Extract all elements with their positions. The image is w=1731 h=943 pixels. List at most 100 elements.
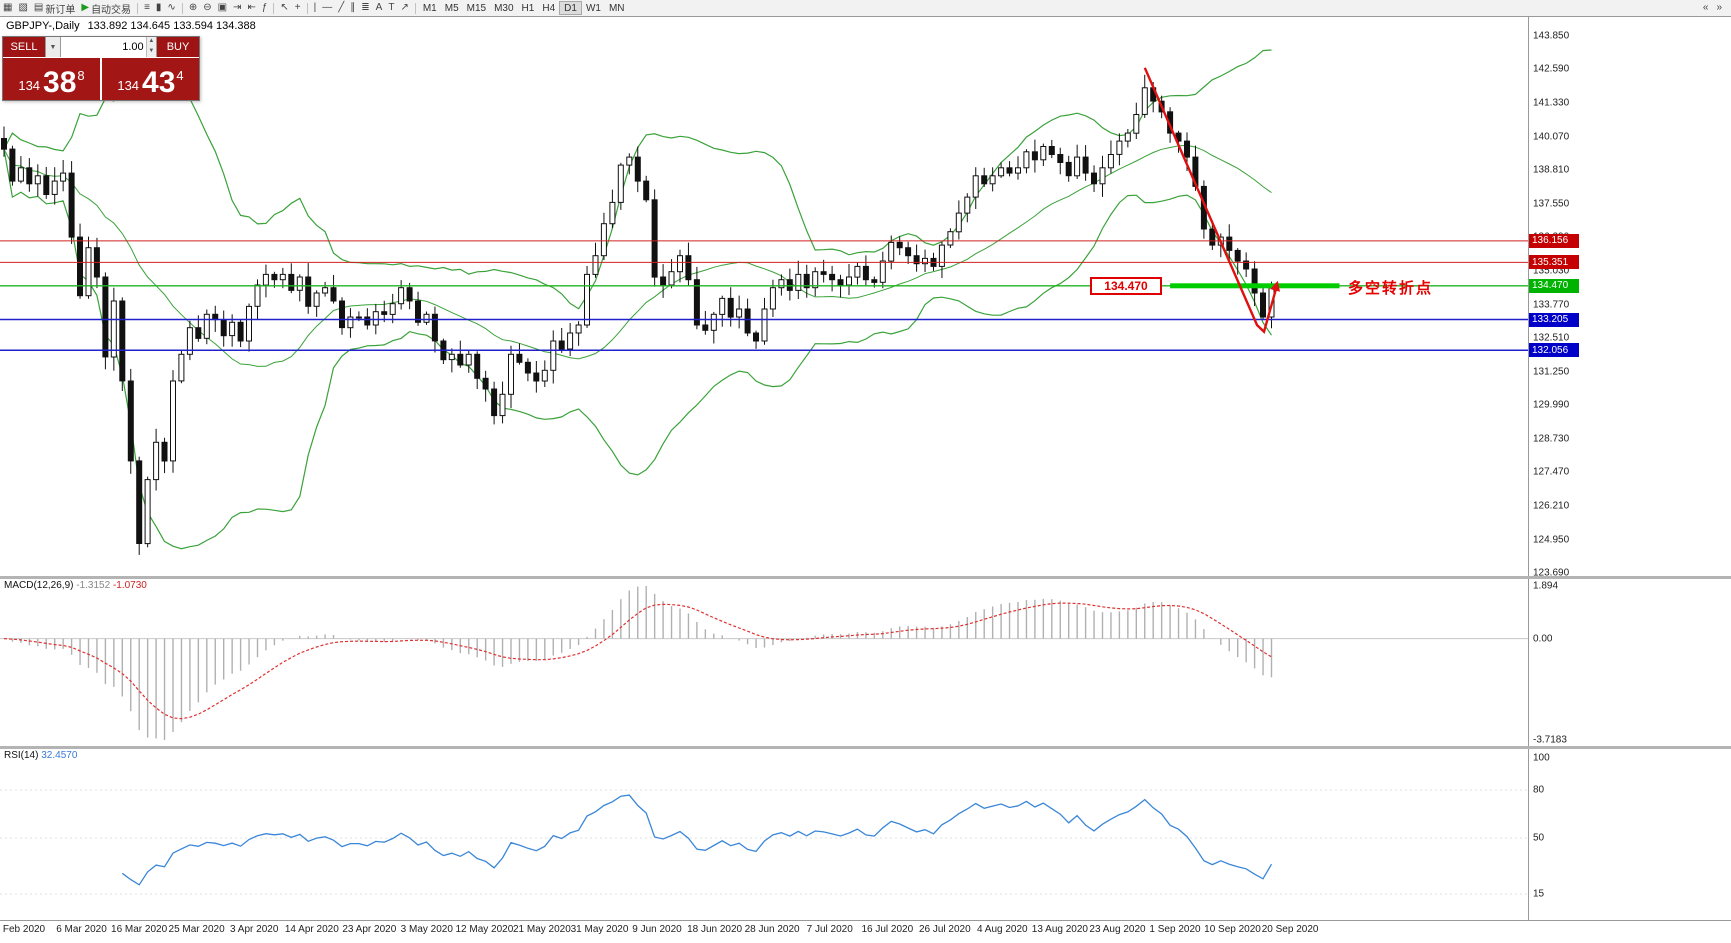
chart-line-button[interactable]: ∿ bbox=[164, 1, 178, 15]
chart-candlesticks-button[interactable]: ▮ bbox=[153, 1, 165, 15]
toolbar-scroll-left-button[interactable]: « bbox=[1700, 1, 1712, 15]
candle-body bbox=[34, 175, 41, 185]
buy-price-button[interactable]: 134 43 4 bbox=[102, 58, 199, 100]
price-axis-label: 140.070 bbox=[1533, 131, 1570, 143]
volume-up-button[interactable]: ▲ bbox=[146, 37, 156, 47]
trendline-tool-button[interactable]: ╱ bbox=[335, 1, 347, 15]
sell-price-button[interactable]: 134 38 8 bbox=[3, 58, 100, 100]
candle-body bbox=[575, 324, 582, 334]
timeframe-m15-button[interactable]: M15 bbox=[466, 2, 487, 14]
timeframe-w1-button[interactable]: W1 bbox=[585, 2, 601, 14]
candle-body bbox=[896, 241, 903, 249]
fibonacci-tool-button[interactable]: ≣ bbox=[358, 1, 372, 15]
chart-profiles-button[interactable]: ▧ bbox=[15, 1, 30, 15]
timeframe-mn-button[interactable]: MN bbox=[608, 2, 625, 14]
sell-price-big: 38 bbox=[43, 66, 77, 99]
candle-body bbox=[279, 273, 286, 281]
candle-body bbox=[415, 300, 421, 323]
vertical-line-tool-button[interactable]: | bbox=[311, 1, 320, 15]
arrows-tool-button[interactable]: ↗ bbox=[397, 1, 411, 15]
turning-point-highlight-line[interactable] bbox=[1170, 283, 1340, 289]
autotrading-button[interactable]: ▶ 自动交易 bbox=[78, 1, 134, 16]
buy-button[interactable]: BUY bbox=[157, 37, 199, 57]
candle-body bbox=[888, 241, 895, 262]
candle-body bbox=[609, 201, 616, 225]
date-axis-label: 28 Jun 2020 bbox=[744, 924, 800, 935]
timeframe-m30-button[interactable]: M30 bbox=[494, 2, 514, 14]
indicators-list-icon: ƒ bbox=[261, 2, 268, 13]
candle-body bbox=[423, 313, 430, 323]
chart-shift-button[interactable]: ⇤ bbox=[244, 1, 258, 15]
chart-shift-icon: ⇤ bbox=[247, 2, 256, 13]
timeframe-h1-button[interactable]: H1 bbox=[521, 2, 535, 14]
candle-body bbox=[1260, 292, 1266, 318]
candle-body bbox=[972, 175, 979, 198]
macd-signal-line bbox=[3, 602, 1272, 720]
crosshair-button[interactable]: + bbox=[292, 1, 304, 15]
rsi-panel-splitter[interactable] bbox=[0, 746, 1731, 749]
downtrend-line[interactable] bbox=[1143, 67, 1279, 334]
candle-body bbox=[592, 255, 599, 275]
buy-price-sup: 4 bbox=[176, 68, 184, 83]
new-order-button[interactable]: ▤ 新订单 bbox=[31, 1, 78, 16]
timeframe-m1-button[interactable]: M1 bbox=[422, 2, 437, 14]
volume-dropdown[interactable]: ▼ bbox=[45, 37, 61, 57]
candle-body bbox=[651, 199, 658, 278]
candle-body bbox=[9, 148, 16, 182]
candle-body bbox=[381, 311, 388, 315]
candle-body bbox=[26, 167, 33, 185]
sell-button[interactable]: SELL bbox=[3, 37, 45, 57]
toolbar-separator bbox=[181, 2, 183, 14]
date-axis[interactable]: Feb 2020 6 Mar 2020 16 Mar 2020 25 Mar 2020… bbox=[0, 922, 1731, 942]
date-axis-label: 18 Jun 2020 bbox=[687, 924, 743, 935]
rsi-value: 32.4570 bbox=[41, 750, 78, 761]
timeframe-h4-button[interactable]: H4 bbox=[542, 2, 556, 14]
price-level-callout[interactable]: 134.470 bbox=[1090, 277, 1162, 295]
price-axis-label: 123.690 bbox=[1533, 567, 1570, 579]
macd-name: MACD(12,26,9) bbox=[4, 580, 74, 591]
timeframe-m5-button[interactable]: M5 bbox=[444, 2, 459, 14]
volume-input[interactable] bbox=[61, 37, 146, 57]
text-label-tool-button[interactable]: T bbox=[385, 1, 397, 15]
price-axis[interactable]: 143.850 142.590 141.330 140.070 138.810 137.5… bbox=[1529, 0, 1731, 943]
toolbar-scroll-right-button[interactable]: » bbox=[1713, 1, 1725, 15]
chart-bars-button[interactable]: ≡ bbox=[141, 1, 153, 15]
horizontal-line-tool-button[interactable]: — bbox=[319, 1, 335, 15]
price-axis-label: 133.770 bbox=[1533, 299, 1570, 310]
text-tool-button[interactable]: A bbox=[373, 1, 386, 15]
timeframe-group: M1 M5 M15 M30 H1 H4 D1 W1 MN bbox=[419, 0, 629, 16]
new-order-label: 新订单 bbox=[45, 4, 76, 16]
macd-panel-splitter[interactable] bbox=[0, 576, 1731, 579]
date-axis-label: 7 Jul 2020 bbox=[806, 924, 853, 935]
date-axis-label: 23 Apr 2020 bbox=[342, 924, 397, 935]
zoom-out-button[interactable]: ⊖ bbox=[200, 1, 214, 15]
rsi-name: RSI(14) bbox=[4, 750, 39, 761]
candle-body bbox=[229, 321, 236, 337]
cursor-button[interactable]: ↖ bbox=[277, 1, 291, 15]
candle-body bbox=[119, 300, 126, 382]
candle-body bbox=[339, 300, 345, 329]
equidistant-channel-tool-button[interactable]: ∥ bbox=[347, 1, 358, 15]
rsi-label: RSI(14) 32.4570 bbox=[4, 750, 77, 761]
chevron-right-icon: » bbox=[1716, 2, 1722, 13]
new-chart-button[interactable]: ▦ bbox=[0, 1, 15, 15]
indicators-list-button[interactable]: ƒ bbox=[259, 1, 271, 15]
zoom-in-button[interactable]: ⊕ bbox=[186, 1, 200, 15]
timeframe-d1-button[interactable]: D1 bbox=[559, 1, 582, 15]
date-axis-label: 23 Aug 2020 bbox=[1089, 924, 1146, 935]
candle-body bbox=[254, 284, 261, 307]
auto-scroll-button[interactable]: ⇥ bbox=[230, 1, 244, 15]
candle-body bbox=[398, 287, 405, 305]
new-chart-icon: ▦ bbox=[3, 2, 13, 13]
toolbar-right-group: « » bbox=[1700, 1, 1725, 15]
candle-body bbox=[1, 138, 7, 150]
price-axis-label: 142.590 bbox=[1533, 63, 1570, 75]
text-label-tool-icon: T bbox=[388, 2, 395, 13]
tile-windows-button[interactable]: ▣ bbox=[215, 1, 230, 15]
equidistant-channel-tool-icon: ∥ bbox=[350, 2, 356, 13]
volume-down-button[interactable]: ▼ bbox=[146, 47, 156, 57]
candle-body bbox=[482, 377, 489, 390]
price-axis-label: 131.250 bbox=[1533, 366, 1570, 378]
